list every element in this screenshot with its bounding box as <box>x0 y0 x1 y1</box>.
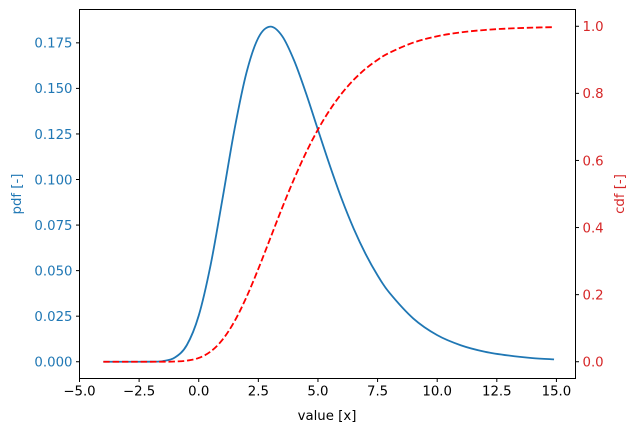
axes-frame <box>79 9 576 379</box>
x-tick-label: 15.0 <box>542 385 572 400</box>
y-right-tick-label: 0.8 <box>583 87 604 102</box>
y-tick-label: 0.175 <box>34 37 72 52</box>
y-tick-label: 0.100 <box>34 173 72 188</box>
x-axis-label: value [x] <box>298 409 357 424</box>
x-tick-label: 5.0 <box>307 385 328 400</box>
y-right-tick-label: 0.0 <box>583 356 604 371</box>
y-axis-right-ticks: 0.0 0.2 0.4 0.6 0.8 1.0 <box>575 20 604 371</box>
x-tick-label: 0.0 <box>188 385 209 400</box>
cdf-line <box>103 26 555 363</box>
y-tick-label: 0.000 <box>34 356 72 371</box>
y-tick-label: 0.150 <box>34 82 72 97</box>
y-right-tick-label: 0.4 <box>583 221 604 236</box>
y-right-tick-label: 0.6 <box>583 154 604 169</box>
y-tick-label: 0.050 <box>34 264 72 279</box>
y-tick-label: 0.025 <box>34 310 72 325</box>
x-tick-label: −2.5 <box>123 385 155 400</box>
x-tick-label: 2.5 <box>248 385 269 400</box>
x-tick-label: 12.5 <box>482 385 512 400</box>
y-right-tick-label: 1.0 <box>583 20 604 35</box>
x-tick-label: −5.0 <box>63 385 95 400</box>
y-axis-left-label: pdf [-] <box>10 174 25 215</box>
y-axis-right-label: cdf [-] <box>613 174 628 214</box>
y-axis-left-ticks: 0.000 0.025 0.050 0.075 0.100 0.125 0.150 0.175 <box>34 37 80 371</box>
x-axis-ticks: −5.0 −2.5 0.0 2.5 5.0 7.5 10.0 12.5 15.0 <box>63 378 572 400</box>
plot-area <box>103 25 555 363</box>
y-tick-label: 0.125 <box>34 128 72 143</box>
pdf-line <box>103 25 555 363</box>
x-tick-label: 10.0 <box>422 385 452 400</box>
y-tick-label: 0.075 <box>34 219 72 234</box>
y-right-tick-label: 0.2 <box>583 288 604 303</box>
x-tick-label: 7.5 <box>367 385 388 400</box>
